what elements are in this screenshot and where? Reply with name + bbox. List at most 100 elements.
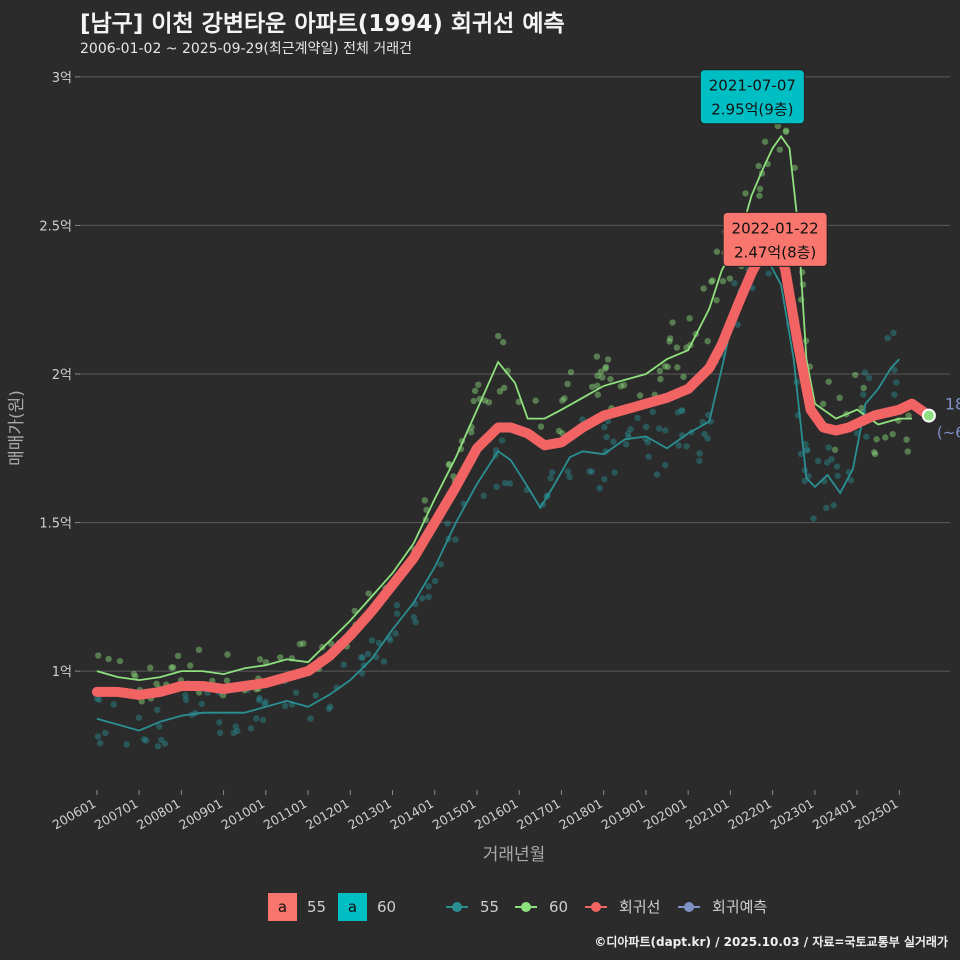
legend-line-label: 회귀예측 [712,898,767,916]
point-55 [437,561,444,568]
legend-point-key [591,902,601,912]
point-60 [223,677,231,684]
point-55 [601,475,608,483]
legend-swatch-key: a [348,898,357,916]
y-tick-label: 2억 [52,368,72,383]
point-60 [130,670,138,678]
point-55 [110,701,117,708]
x-tick-label: 200601 [50,796,99,833]
point-55 [412,618,419,626]
point-60 [860,384,867,392]
point-55 [102,729,109,737]
point-55 [828,456,835,463]
grid-lines [80,76,950,672]
point-60 [174,652,182,660]
point-55 [731,280,738,287]
point-60 [421,497,429,504]
forecast-value-label: 18,600 [945,395,960,414]
point-55 [480,492,487,500]
point-60 [132,673,139,680]
point-60 [168,664,175,671]
legend-point-key [684,902,694,912]
point-60 [561,395,568,402]
point-55 [675,442,683,449]
point-55 [622,441,630,448]
point-55 [610,438,617,446]
point-55 [154,706,161,714]
point-60 [617,383,625,390]
point-55 [891,366,898,373]
forecast-area-label: (~60㎡) [937,424,960,442]
point-60 [726,275,734,282]
series-line-55 [96,260,900,732]
x-tick-label: 201201 [303,796,352,833]
point-60 [657,375,664,383]
point-60 [604,356,612,363]
point-55 [810,515,817,522]
point-60 [904,448,911,455]
point-60 [831,446,839,453]
point-55 [94,733,102,740]
point-55 [547,475,554,482]
point-55 [312,692,319,699]
point-60 [852,371,859,379]
x-tick-label: 201801 [556,796,605,833]
point-55 [232,723,239,730]
point-60 [871,450,879,458]
point-60 [700,285,707,292]
point-60 [713,248,721,255]
point-60 [620,381,628,389]
point-55 [802,440,809,448]
y-tick-label: 2.5억 [39,219,72,234]
point-55 [564,468,572,475]
point-55 [644,439,652,446]
point-55 [804,446,811,453]
point-55 [501,479,509,487]
point-55 [549,469,556,476]
point-60 [858,404,865,412]
point-60 [153,680,160,688]
point-55 [891,391,898,398]
x-axis-label: 거래년월 [483,845,546,865]
x-tick-label: 201701 [514,796,563,833]
point-55 [734,321,741,328]
point-55 [452,536,459,543]
point-60 [666,335,674,342]
point-55 [158,736,165,744]
point-55 [833,463,841,470]
point-60 [871,449,878,456]
point-55 [814,457,822,465]
point-55 [292,689,300,696]
point-55 [123,741,130,748]
point-55 [611,469,618,476]
point-55 [823,459,831,466]
point-60 [496,388,504,395]
series-line-60 [96,134,912,682]
point-60 [680,373,687,381]
point-55 [392,630,399,637]
point-55 [493,483,500,491]
legend-fill-label: 55 [307,898,326,916]
point-55 [566,473,573,481]
point-55 [282,702,289,710]
point-55 [431,577,439,585]
annotation-box [699,69,805,125]
point-55 [425,583,432,590]
point-55 [865,374,873,382]
point-55 [603,433,610,441]
point-60 [709,277,716,284]
point-55 [596,484,603,492]
point-60 [664,363,671,371]
point-55 [255,697,263,704]
point-55 [96,696,103,703]
point-60 [300,640,307,647]
point-60 [169,664,177,671]
point-55 [661,461,669,469]
point-60 [889,430,896,438]
point-55 [649,408,657,416]
point-55 [262,698,269,706]
point-60 [94,652,102,659]
point-55 [797,450,805,458]
point-60 [564,380,571,388]
legend-fill-label: 60 [377,898,396,916]
